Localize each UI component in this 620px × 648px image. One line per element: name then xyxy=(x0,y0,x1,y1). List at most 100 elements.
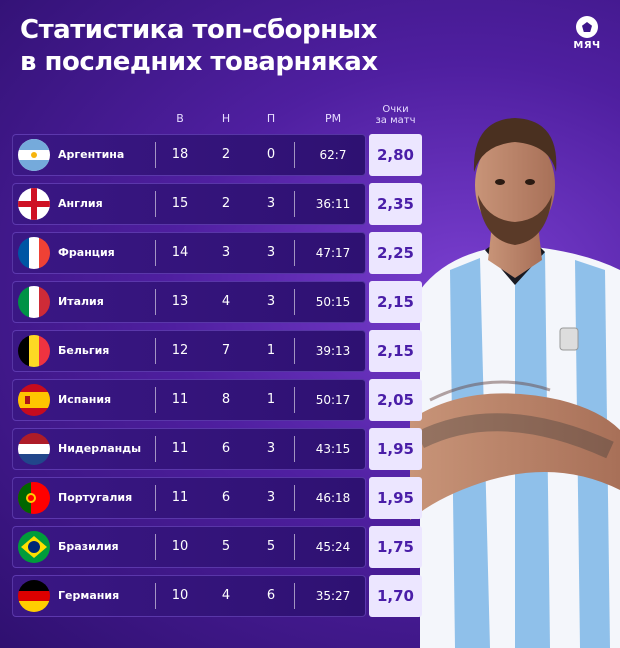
brand-name: МЯЧ xyxy=(573,40,601,51)
losses-cell: 0 xyxy=(266,147,276,162)
points-per-match-cell: 2,25 xyxy=(369,232,422,274)
goals-cell: 50:15 xyxy=(315,295,351,309)
losses-cell: 1 xyxy=(266,343,276,358)
goals-cell: 50:17 xyxy=(315,393,351,407)
col-wins: В xyxy=(176,112,184,125)
row-background xyxy=(12,575,366,617)
points-per-match-cell: 2,80 xyxy=(369,134,422,176)
divider xyxy=(294,142,295,168)
team-name: Германия xyxy=(58,589,120,602)
table-row: Аргентина 18 2 0 62:7 2,80 xyxy=(12,134,422,176)
divider xyxy=(155,191,156,217)
team-name: Англия xyxy=(58,197,103,210)
losses-cell: 3 xyxy=(266,294,276,309)
divider xyxy=(294,387,295,413)
argentina-flag-icon xyxy=(18,139,50,171)
col-points-per-match: Очки за матч xyxy=(369,104,422,126)
divider xyxy=(294,534,295,560)
goals-cell: 36:11 xyxy=(315,197,351,211)
losses-cell: 3 xyxy=(266,245,276,260)
col-ppm-line-1: Очки xyxy=(382,104,409,115)
spain-flag-icon xyxy=(18,384,50,416)
points-per-match-cell: 2,05 xyxy=(369,379,422,421)
draws-cell: 8 xyxy=(221,392,231,407)
team-name: Бразилия xyxy=(58,540,119,553)
goals-cell: 45:24 xyxy=(315,540,351,554)
page-title: Статистика топ-сборных в последних товар… xyxy=(20,14,550,78)
team-name: Португалия xyxy=(58,491,133,504)
divider xyxy=(155,583,156,609)
divider xyxy=(294,338,295,364)
divider xyxy=(155,289,156,315)
col-losses: П xyxy=(266,112,276,125)
brand-logo: МЯЧ xyxy=(565,16,609,60)
divider xyxy=(155,436,156,462)
points-per-match-cell: 2,15 xyxy=(369,281,422,323)
divider xyxy=(294,240,295,266)
points-per-match-cell: 1,95 xyxy=(369,428,422,470)
goals-cell: 35:27 xyxy=(315,589,351,603)
wins-cell: 10 xyxy=(171,539,189,554)
draws-cell: 4 xyxy=(221,294,231,309)
row-background xyxy=(12,281,366,323)
row-background xyxy=(12,379,366,421)
divider xyxy=(155,240,156,266)
draws-cell: 2 xyxy=(221,196,231,211)
divider xyxy=(294,289,295,315)
points-per-match-cell: 2,15 xyxy=(369,330,422,372)
losses-cell: 3 xyxy=(266,490,276,505)
team-name: Франция xyxy=(58,246,115,259)
table-row: Испания 11 8 1 50:17 2,05 xyxy=(12,379,422,421)
team-name: Нидерланды xyxy=(58,442,142,455)
row-background xyxy=(12,526,366,568)
wins-cell: 15 xyxy=(171,196,189,211)
goals-cell: 46:18 xyxy=(315,491,351,505)
table-row: Португалия 11 6 3 46:18 1,95 xyxy=(12,477,422,519)
italy-flag-icon xyxy=(18,286,50,318)
goals-cell: 39:13 xyxy=(315,344,351,358)
row-background xyxy=(12,428,366,470)
wins-cell: 18 xyxy=(171,147,189,162)
points-per-match-cell: 1,95 xyxy=(369,477,422,519)
divider xyxy=(294,583,295,609)
table-row: Бразилия 10 5 5 45:24 1,75 xyxy=(12,526,422,568)
brazil-flag-icon xyxy=(18,531,50,563)
wins-cell: 13 xyxy=(171,294,189,309)
france-flag-icon xyxy=(18,237,50,269)
wins-cell: 11 xyxy=(171,392,189,407)
wins-cell: 11 xyxy=(171,490,189,505)
wins-cell: 14 xyxy=(171,245,189,260)
netherlands-flag-icon xyxy=(18,433,50,465)
england-flag-icon xyxy=(18,188,50,220)
points-per-match-cell: 2,35 xyxy=(369,183,422,225)
team-name: Аргентина xyxy=(58,148,125,161)
table-row: Германия 10 4 6 35:27 1,70 xyxy=(12,575,422,617)
divider xyxy=(294,485,295,511)
title-line-1: Статистика топ-сборных xyxy=(20,15,377,45)
belgium-flag-icon xyxy=(18,335,50,367)
draws-cell: 5 xyxy=(221,539,231,554)
divider xyxy=(155,534,156,560)
draws-cell: 2 xyxy=(221,147,231,162)
ball-icon xyxy=(576,16,598,38)
losses-cell: 6 xyxy=(266,588,276,603)
draws-cell: 6 xyxy=(221,441,231,456)
col-draws: Н xyxy=(221,112,231,125)
player-photo xyxy=(410,118,620,648)
points-per-match-cell: 1,75 xyxy=(369,526,422,568)
table-row: Англия 15 2 3 36:11 2,35 xyxy=(12,183,422,225)
table-row: Франция 14 3 3 47:17 2,25 xyxy=(12,232,422,274)
team-name: Италия xyxy=(58,295,104,308)
draws-cell: 4 xyxy=(221,588,231,603)
col-goals: РМ xyxy=(324,112,342,125)
goals-cell: 47:17 xyxy=(315,246,351,260)
wins-cell: 10 xyxy=(171,588,189,603)
divider xyxy=(294,436,295,462)
goals-cell: 62:7 xyxy=(319,148,347,162)
losses-cell: 5 xyxy=(266,539,276,554)
team-name: Бельгия xyxy=(58,344,110,357)
draws-cell: 7 xyxy=(221,343,231,358)
team-name: Испания xyxy=(58,393,112,406)
row-background xyxy=(12,183,366,225)
goals-cell: 43:15 xyxy=(315,442,351,456)
